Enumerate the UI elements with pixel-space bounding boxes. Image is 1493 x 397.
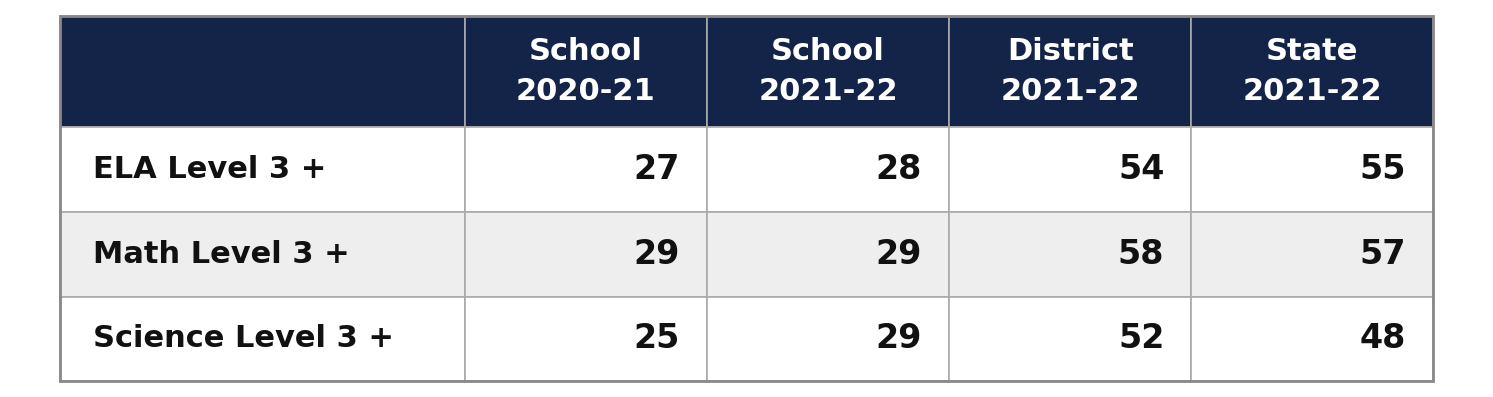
Bar: [60, 212, 464, 297]
Bar: [60, 297, 464, 381]
Bar: [708, 127, 950, 212]
Bar: [464, 16, 708, 127]
Text: State
2021-22: State 2021-22: [1242, 37, 1383, 106]
Bar: [1191, 297, 1433, 381]
Text: 28: 28: [876, 153, 923, 186]
Text: 57: 57: [1360, 238, 1406, 271]
Bar: [464, 297, 708, 381]
Text: Math Level 3 +: Math Level 3 +: [93, 240, 349, 269]
Bar: [950, 297, 1191, 381]
Text: 54: 54: [1118, 153, 1165, 186]
Bar: [464, 212, 708, 297]
Text: 48: 48: [1360, 322, 1406, 355]
Text: School
2020-21: School 2020-21: [517, 37, 655, 106]
Bar: [950, 127, 1191, 212]
Bar: [1191, 127, 1433, 212]
Bar: [708, 16, 950, 127]
Bar: [1191, 212, 1433, 297]
Text: Science Level 3 +: Science Level 3 +: [93, 324, 394, 353]
Text: 29: 29: [876, 322, 923, 355]
Bar: [1191, 16, 1433, 127]
Text: ELA Level 3 +: ELA Level 3 +: [93, 155, 325, 184]
Text: 52: 52: [1118, 322, 1165, 355]
Bar: [950, 212, 1191, 297]
Bar: [464, 127, 708, 212]
Bar: [950, 16, 1191, 127]
Text: School
2021-22: School 2021-22: [758, 37, 897, 106]
Bar: [708, 297, 950, 381]
Text: 55: 55: [1360, 153, 1406, 186]
Bar: [60, 127, 464, 212]
Text: 29: 29: [633, 238, 681, 271]
Bar: [60, 16, 464, 127]
Text: 25: 25: [633, 322, 681, 355]
Text: District
2021-22: District 2021-22: [1000, 37, 1141, 106]
Text: 27: 27: [633, 153, 681, 186]
Text: 58: 58: [1118, 238, 1165, 271]
Text: 29: 29: [876, 238, 923, 271]
Bar: [708, 212, 950, 297]
